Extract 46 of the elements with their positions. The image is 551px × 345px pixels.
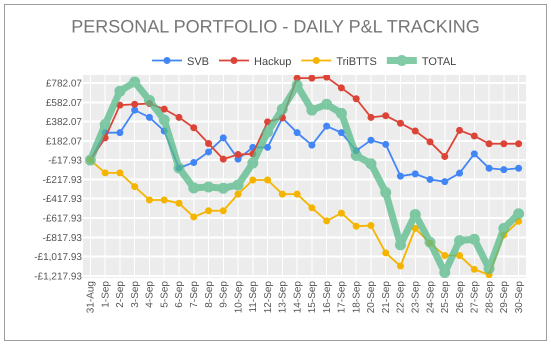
y-tick-label: £382.07 (46, 117, 82, 128)
x-tick-label: 2-Sep (115, 280, 126, 308)
x-tick-label: 17-Sep (336, 280, 348, 314)
x-tick-label: 6-Sep (174, 280, 186, 308)
x-tick-label: 22-Sep (396, 280, 407, 314)
y-tick-label: £182.07 (46, 136, 82, 148)
legend-label: TriBTTS (336, 56, 377, 68)
y-tick-label: £782.07 (46, 78, 82, 90)
x-tick-label: 12-Sep (262, 280, 274, 314)
x-tick-label: 30-Sep (514, 280, 525, 314)
y-tick-label: -£1,217.93 (34, 271, 82, 282)
y-tick-label: -£1,017.93 (34, 252, 82, 264)
x-tick-label: 16-Sep (322, 280, 333, 314)
x-tick-label: 20-Sep (366, 280, 378, 314)
y-tick-label: -£17.93 (48, 156, 82, 167)
x-tick-label: 3-Sep (130, 280, 141, 308)
chart-title: PERSONAL PORTFOLIO - DAILY P&L TRACKING (71, 16, 480, 37)
x-tick-label: 26-Sep (454, 280, 466, 314)
y-tick-label: -£617.93 (42, 214, 82, 225)
x-tick-label: 10-Sep (233, 280, 244, 314)
y-tick-label: -£817.93 (42, 232, 82, 244)
x-tick-label: 11-Sep (248, 280, 260, 313)
x-tick-label: 5-Sep (159, 280, 170, 308)
x-tick-label: 21-Sep (380, 280, 392, 314)
x-tick-label: 25-Sep (440, 280, 452, 314)
x-tick-label: 14-Sep (292, 280, 304, 314)
x-tick-label: 31-Aug (86, 281, 97, 314)
legend-label: SVB (187, 56, 210, 68)
legend-label: Hackup (254, 56, 292, 68)
x-tick-label: 8-Sep (204, 280, 215, 308)
x-tick-label: 28-Sep (484, 280, 496, 314)
x-tick-label: 9-Sep (218, 280, 230, 308)
x-tick-label: 13-Sep (278, 280, 289, 314)
x-tick-label: 1-Sep (100, 280, 112, 308)
legend-label: TOTAL (422, 56, 456, 68)
y-tick-label: -£217.93 (42, 174, 82, 186)
x-tick-label: 18-Sep (351, 280, 362, 314)
x-tick-label: 15-Sep (307, 280, 318, 314)
x-tick-label: 24-Sep (425, 280, 436, 314)
x-tick-label: 27-Sep (470, 280, 481, 314)
x-tick-label: 23-Sep (410, 280, 422, 314)
x-tick-label: 29-Sep (499, 280, 510, 314)
x-tick-label: 7-Sep (189, 280, 200, 308)
y-tick-label: -£417.93 (42, 194, 82, 206)
x-tick-label: 4-Sep (144, 280, 156, 308)
y-tick-label: £582.07 (46, 98, 82, 109)
